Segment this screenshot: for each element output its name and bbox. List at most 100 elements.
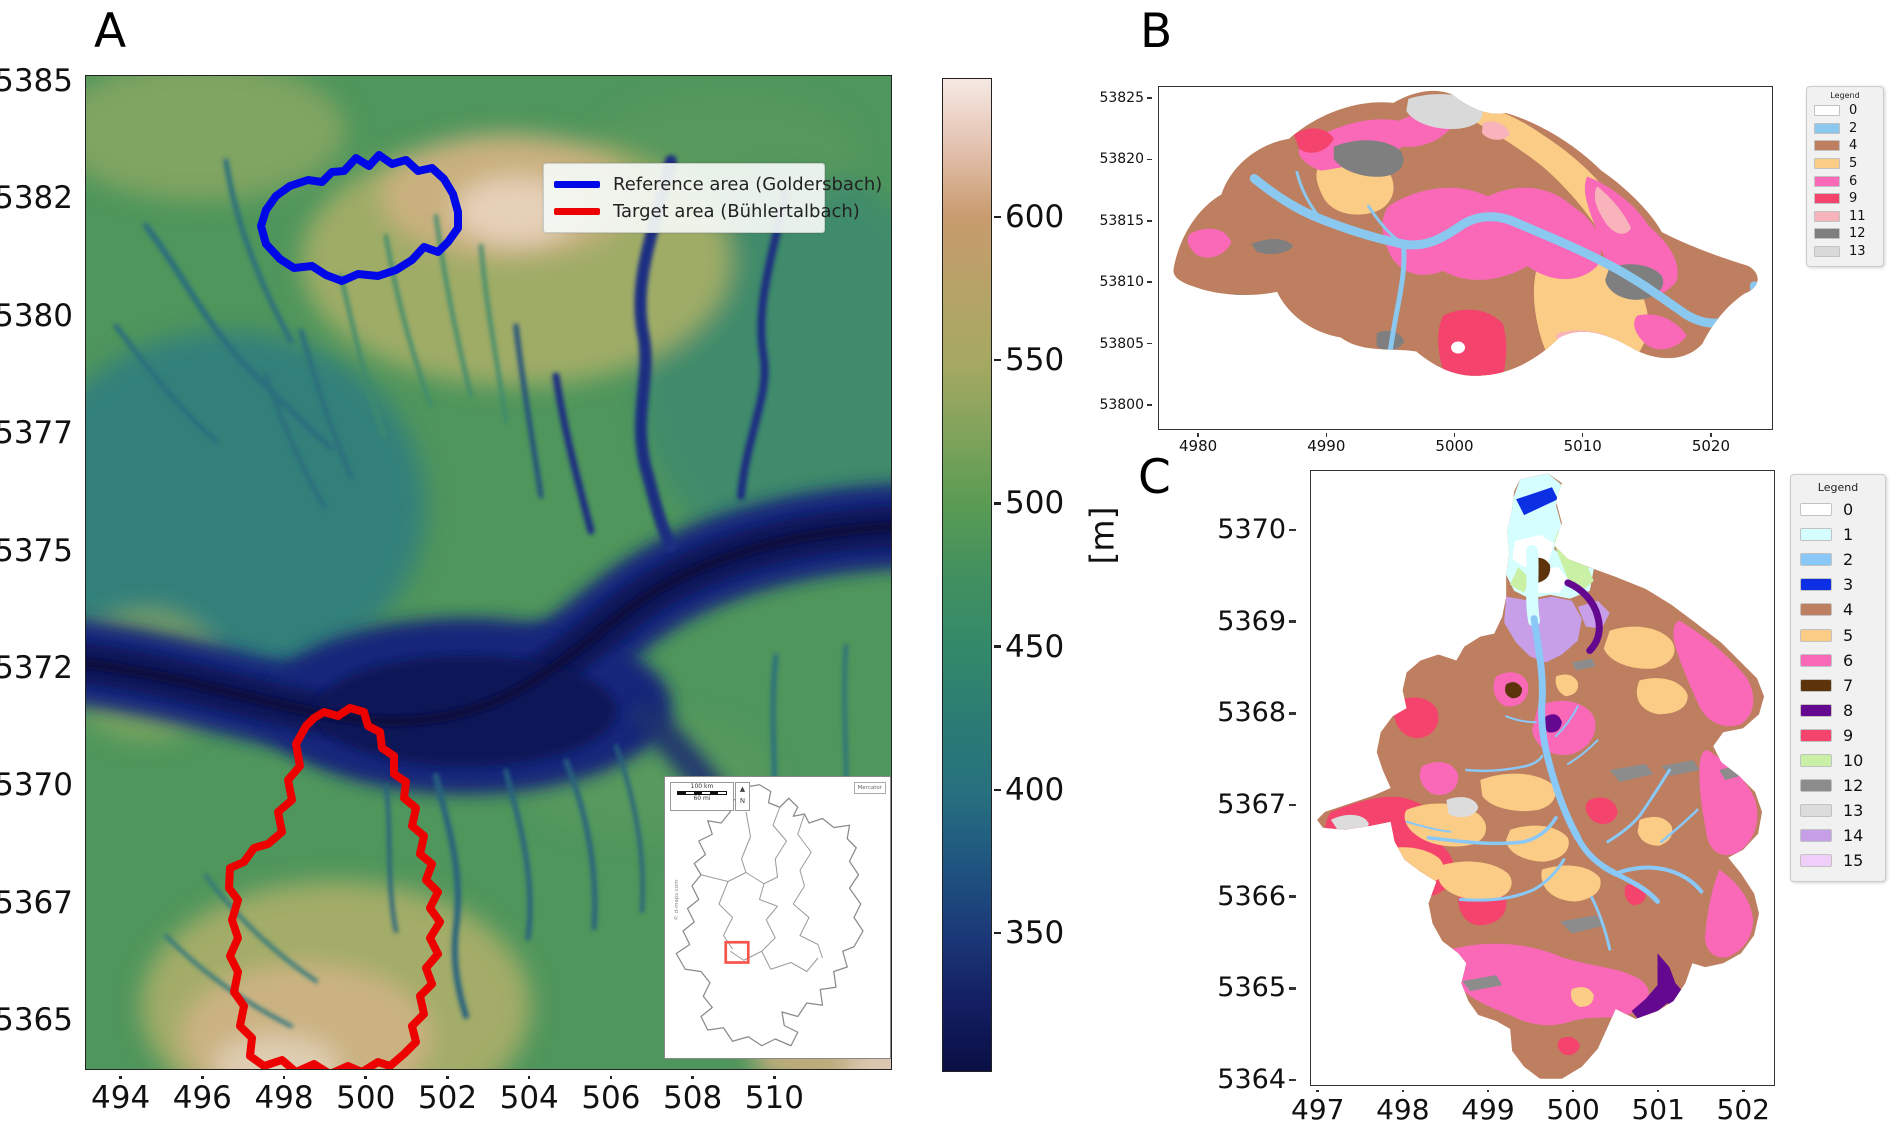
category-value: 12 [1849,226,1866,242]
legend-item: 9 [1800,723,1876,748]
compass-glyph: N [739,797,746,805]
inset-scalebar: 100 km 60 mi [670,782,734,811]
category-value: 9 [1843,725,1854,745]
x-tick-label: 500 [1546,1090,1600,1126]
tick-mark [1453,433,1456,437]
tick-mark [446,1076,449,1079]
x-tick-label: 494 [91,1076,150,1116]
panel-b-x-axis: 4980 4990 5000 5010 5020 [1158,433,1773,457]
category-color-swatch [1800,528,1832,542]
tick-mark [527,1076,531,1079]
tick-mark [773,1076,776,1079]
x-tick-label: 500 [336,1076,395,1116]
category-value: 0 [1843,500,1854,520]
category-color-swatch [1814,193,1840,205]
tick-mark [1289,528,1296,532]
legend-title: Legend [1817,481,1859,494]
legend-title: Legend [1830,91,1860,100]
tick-mark [1289,620,1296,623]
tick-mark [1571,1090,1575,1092]
tick-mark [1147,97,1152,99]
north-arrow-icon: ▲ N [735,782,750,811]
y-tick-label: 5370 [1192,516,1296,544]
y-tick-label: 53800 [1058,396,1152,414]
category-color-swatch [1800,503,1832,517]
tick-mark [994,502,1001,505]
inset-projection-label: Mercator [853,782,886,794]
category-value: 4 [1843,600,1854,620]
y-tick-label: 5365 [0,1002,73,1038]
legend-item: 1 [1800,522,1876,547]
legend-item: 13 [1800,798,1876,823]
category-value: 5 [1843,625,1854,645]
legend-item-label: Reference area (Goldersbach) [613,174,883,195]
inset-attribution: © d-maps.com [674,879,680,921]
tick-mark [1289,712,1296,715]
tick-mark [1710,433,1712,437]
x-tick-label: 510 [745,1076,804,1116]
watershed-c-svg [1316,473,1765,1079]
y-tick-label: 53815 [1058,212,1152,230]
y-tick-label: 5369 [1192,607,1296,636]
legend-item: 6 [1800,648,1876,673]
category-value: 6 [1843,650,1854,670]
panel-c-category-map [1310,470,1775,1086]
y-tick-label: 53820 [1058,150,1152,168]
legend-item: 11 [1814,208,1876,226]
colorbar-tick-label: 350 [994,917,1104,949]
category-value: 1 [1843,525,1854,545]
y-tick-label: 5367 [1192,790,1296,819]
tick-mark [1147,342,1152,345]
tick-mark [364,1076,367,1079]
category-color-swatch [1814,158,1840,170]
category-color-swatch [1800,804,1832,818]
tick-mark [282,1076,286,1079]
colorbar-ticks: 600 550 500 450 400 350 [994,201,1104,949]
legend-item: 0 [1800,497,1876,522]
category-value: 11 [1849,208,1866,224]
x-tick-label: 4990 [1307,433,1345,457]
tick-mark [994,931,1001,935]
tick-mark [1401,1090,1405,1092]
panel-b-legend: Legend 0 2 4 5 6 [1806,86,1884,268]
category-value: 6 [1849,173,1858,189]
y-tick-label: 5372 [0,649,73,686]
legend-item: 14 [1800,823,1876,848]
north-arrow-glyph: ▲ [739,785,746,793]
category-color-swatch [1814,175,1840,187]
legend-item: 5 [1800,622,1876,647]
y-tick-label: 53805 [1058,335,1152,353]
legend-item: 13 [1814,243,1876,261]
tick-mark [1325,433,1328,437]
category-value: 14 [1843,826,1864,846]
y-tick-label: 5368 [1192,699,1296,727]
legend-item: 2 [1814,120,1876,138]
target-area-outline [225,704,444,1069]
colorbar-tick-label: 600 [994,201,1104,233]
x-tick-label: 502 [418,1076,477,1116]
tick-mark [1147,281,1152,283]
tick-mark [691,1076,694,1079]
category-color-swatch [1814,105,1840,117]
x-tick-label: 504 [500,1076,559,1116]
y-tick-label: 5385 [0,63,73,99]
watershed-b-svg [1173,90,1758,376]
legend-item: Reference area (Goldersbach) [554,171,882,198]
germany-inset-map: 100 km 60 mi ▲ N Mercator © d-maps.com [664,776,891,1059]
category-value: 7 [1843,675,1854,695]
y-tick-label: 5367 [0,884,73,921]
category-value: 0 [1849,103,1858,119]
tick-mark [1289,1078,1296,1082]
y-tick-label: 5377 [0,415,73,452]
panel-c-legend: Legend 0 1 2 3 4 [1790,474,1886,883]
tick-mark [1289,987,1296,990]
legend-item: 2 [1800,547,1876,572]
germany-outline-svg [675,784,864,1047]
y-tick-label: 5365 [1192,974,1296,1002]
legend-item-label: Target area (Bühlertalbach) [613,201,860,222]
x-tick-label: 499 [1461,1090,1515,1126]
category-color-swatch [1800,553,1832,567]
x-tick-label: 506 [581,1076,640,1116]
category-color-swatch [1800,578,1832,592]
panel-a-legend: Reference area (Goldersbach) Target area… [543,163,882,233]
